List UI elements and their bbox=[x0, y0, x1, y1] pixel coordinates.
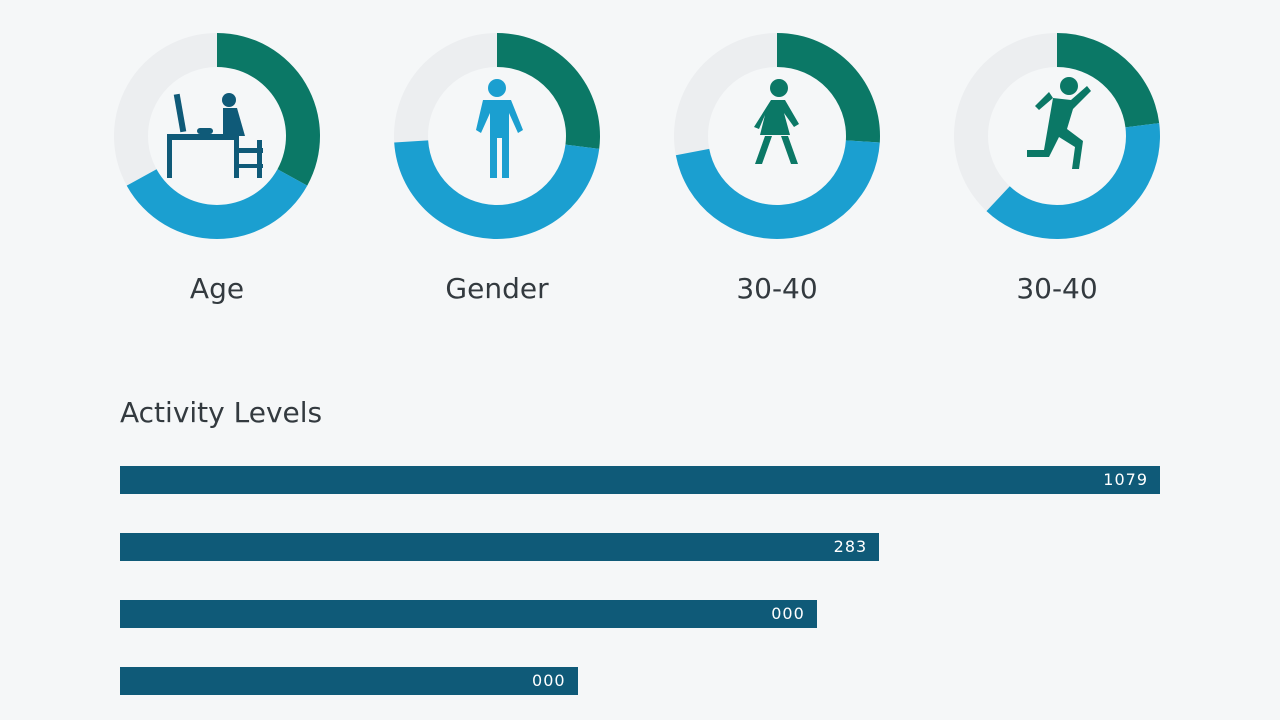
bar-value-label: 000 bbox=[532, 671, 566, 690]
donut-3 bbox=[671, 30, 883, 242]
donut-1 bbox=[111, 30, 323, 242]
donut-segment-green bbox=[1057, 33, 1160, 128]
donut-segment-green bbox=[497, 33, 600, 149]
donut-segment-blue bbox=[986, 123, 1160, 240]
donut-4 bbox=[951, 30, 1163, 242]
walking-woman-icon bbox=[754, 79, 799, 164]
donut-segment-green bbox=[217, 33, 320, 186]
person-at-desk-icon bbox=[167, 93, 263, 178]
bar-value-label: 1079 bbox=[1103, 470, 1148, 489]
activity-bar: 000 bbox=[120, 600, 817, 628]
donut-segment-blue bbox=[126, 169, 308, 239]
running-person-icon bbox=[1027, 77, 1091, 169]
activity-bar: 283 bbox=[120, 533, 880, 561]
donut-segment-green bbox=[777, 33, 880, 143]
activity-levels-title: Activity Levels bbox=[120, 396, 323, 429]
donut-label: 30-40 bbox=[736, 272, 818, 305]
standing-man-icon bbox=[476, 79, 523, 178]
donut-2 bbox=[391, 30, 603, 242]
donut-label: 30-40 bbox=[1016, 272, 1098, 305]
bar-value-label: 283 bbox=[833, 537, 868, 556]
activity-bar: 000 bbox=[120, 667, 578, 695]
donut-label: Gender bbox=[445, 272, 549, 305]
donut-label: Age bbox=[189, 272, 245, 305]
donut-segment-blue bbox=[675, 140, 880, 240]
bar-value-label: 000 bbox=[771, 604, 805, 623]
activity-bar: 1079 bbox=[120, 466, 1160, 494]
donut-segment-blue bbox=[394, 140, 600, 239]
